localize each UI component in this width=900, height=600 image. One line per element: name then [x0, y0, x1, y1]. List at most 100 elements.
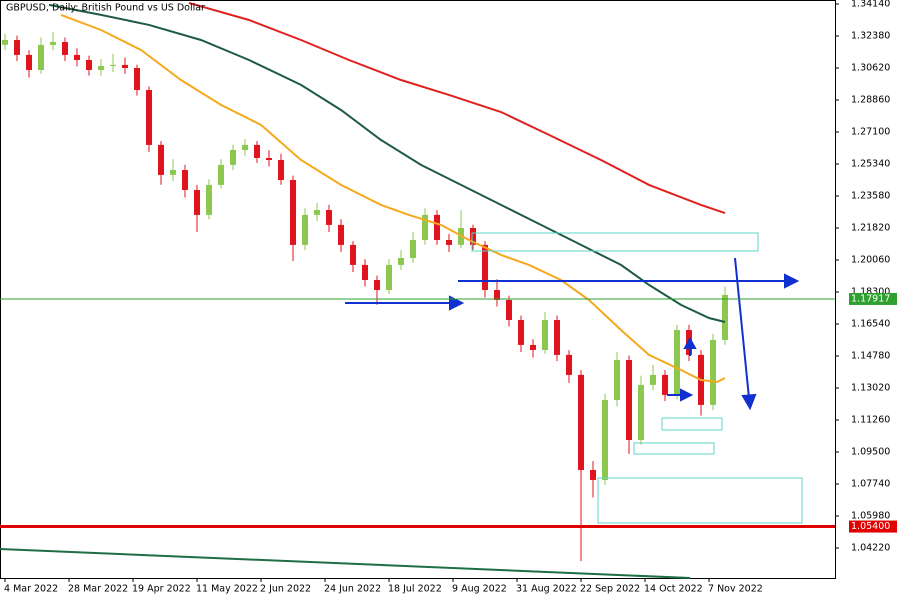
candle-body — [350, 244, 356, 265]
candle-body — [506, 300, 512, 320]
candle-body — [638, 384, 644, 440]
candle-body — [86, 60, 92, 70]
candle-body — [374, 280, 380, 290]
candle-body — [74, 54, 80, 60]
y-tick-label: 1.13020 — [851, 383, 890, 394]
y-tick-label: 1.05980 — [851, 511, 890, 522]
candle-body — [590, 470, 596, 480]
y-tick-label: 1.32380 — [851, 31, 890, 42]
candle-body — [434, 214, 440, 240]
candle-body — [290, 180, 296, 245]
candle-body — [482, 244, 488, 290]
candle-body — [218, 164, 224, 185]
candle-body — [518, 320, 524, 345]
y-tick-label: 1.09500 — [851, 447, 890, 458]
candle-body — [326, 210, 332, 225]
moving-average — [188, 1, 726, 215]
plot-layer — [2, 1, 728, 562]
candle-body — [566, 354, 572, 375]
arrow-head — [784, 273, 800, 289]
candle-body — [206, 184, 212, 215]
candle-body — [614, 360, 620, 400]
x-tick-label: 14 Oct 2022 — [644, 584, 703, 595]
y-tick-label: 1.30620 — [851, 63, 890, 74]
candle-body — [626, 360, 632, 440]
price-label-bg — [849, 520, 897, 533]
zone-box — [597, 477, 803, 524]
candle-body — [62, 42, 68, 55]
candle-body — [230, 150, 236, 165]
candle-body — [26, 54, 32, 70]
trend-line — [0, 548, 691, 579]
x-tick-label: 7 Nov 2022 — [708, 584, 763, 595]
plot-frame — [0, 0, 836, 579]
drawings — [471, 232, 803, 524]
candle-body — [710, 340, 716, 405]
candle-body — [170, 170, 176, 175]
x-tick-label: 9 Aug 2022 — [452, 584, 507, 595]
candle-body — [278, 160, 284, 180]
x-tick-label: 4 Mar 2022 — [4, 584, 58, 595]
zone-box — [661, 417, 723, 431]
zone-box — [471, 232, 759, 252]
candle-body — [578, 374, 584, 470]
candle-body — [134, 68, 140, 90]
y-tick-label: 1.23580 — [851, 191, 890, 202]
y-tick-label: 1.27100 — [851, 127, 890, 138]
candle-body — [674, 330, 680, 395]
x-tick-label: 18 Jul 2022 — [388, 584, 442, 595]
candle-body — [194, 190, 200, 215]
chart-title: GBPUSD, Daily: British Pound vs US Dolla… — [6, 3, 205, 14]
x-tick-label: 24 Jun 2022 — [324, 584, 381, 595]
y-tick-label: 1.21820 — [851, 223, 890, 234]
candle-body — [110, 64, 116, 66]
candle-body — [398, 258, 404, 265]
candle-body — [2, 40, 8, 45]
candle-body — [50, 42, 56, 45]
arrows — [345, 257, 800, 411]
arrow-head — [683, 336, 697, 349]
y-tick-label: 1.18300 — [851, 287, 890, 298]
x-tick-label: 22 Sep 2022 — [580, 584, 640, 595]
x-tick-label: 31 Aug 2022 — [516, 584, 577, 595]
arrow — [734, 257, 750, 399]
candle-body — [602, 400, 608, 480]
candle-body — [494, 290, 500, 300]
x-tick-label: 19 Apr 2022 — [132, 584, 191, 595]
y-tick-label: 1.28860 — [851, 95, 890, 106]
y-tick-label: 1.14780 — [851, 351, 890, 362]
candle-body — [650, 374, 656, 385]
candle-body — [14, 40, 20, 55]
y-tick-label: 1.16540 — [851, 319, 890, 330]
candle-body — [158, 144, 164, 175]
y-tick-label: 1.11260 — [851, 415, 890, 426]
candle-body — [362, 264, 368, 280]
candle-body — [722, 294, 728, 340]
candle-body — [542, 320, 548, 350]
zone-box — [633, 442, 715, 455]
price-label: 1.17917 — [851, 293, 890, 304]
candle-body — [422, 214, 428, 240]
candle-body — [554, 320, 560, 355]
candle-body — [470, 228, 476, 245]
arrow-head — [449, 295, 465, 311]
candle-body — [338, 224, 344, 245]
candle-body — [254, 144, 260, 158]
y-tick-label: 1.04220 — [851, 543, 890, 554]
y-tick-label: 1.07740 — [851, 479, 890, 490]
x-tick-label: 11 May 2022 — [196, 584, 258, 595]
y-tick-label: 1.34140 — [851, 0, 890, 10]
price-label: 1.05400 — [851, 521, 890, 532]
y-tick-label: 1.25340 — [851, 159, 890, 170]
candle-body — [38, 44, 44, 70]
moving-average — [48, 3, 726, 323]
arrow-head — [680, 388, 694, 402]
candle-body — [662, 374, 668, 395]
y-tick-label: 1.20060 — [851, 255, 890, 266]
candle-body — [446, 240, 452, 245]
x-tick-label: 28 Mar 2022 — [68, 584, 128, 595]
candle-body — [266, 158, 272, 160]
candle-body — [410, 240, 416, 258]
candle-body — [122, 64, 128, 68]
x-tick-label: 2 Jun 2022 — [260, 584, 311, 595]
